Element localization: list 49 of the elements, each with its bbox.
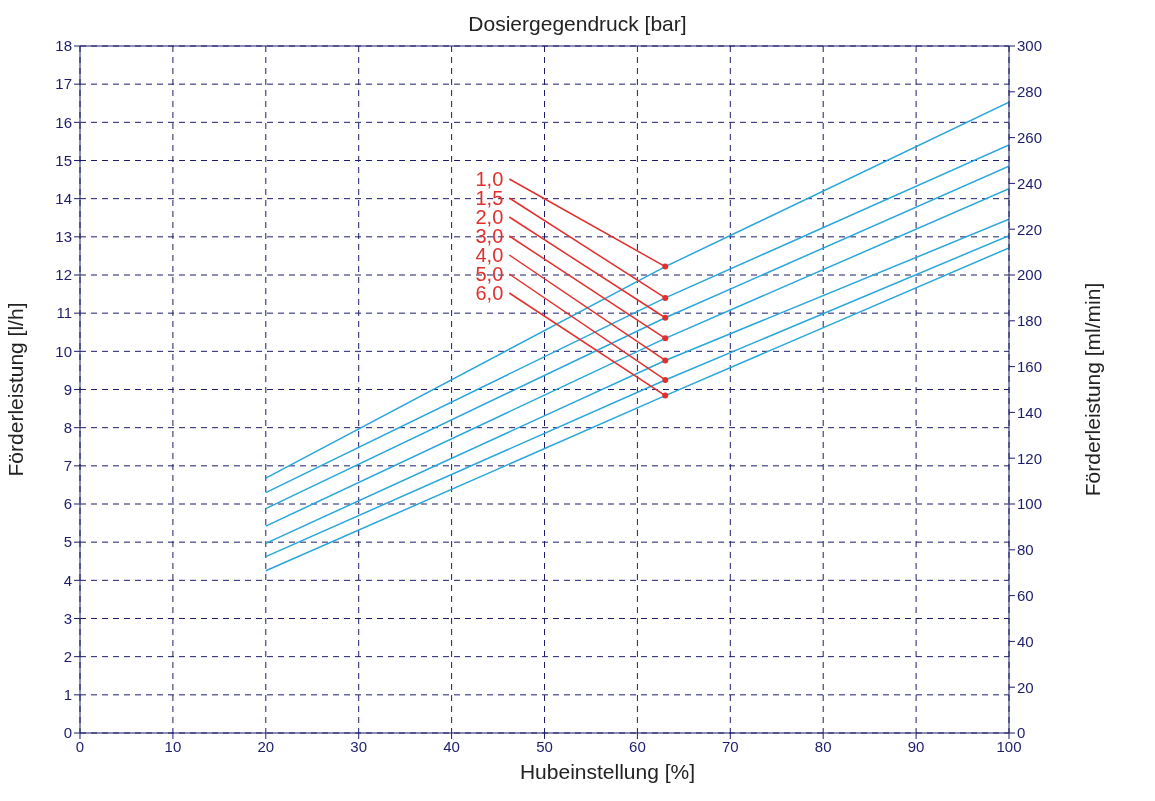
y2-tick-label: 20	[1017, 678, 1034, 696]
y2-tick-label: 100	[1017, 495, 1043, 513]
y-tick-label: 9	[63, 380, 72, 398]
x-tick-label: 30	[350, 737, 368, 755]
text: 1,0	[475, 168, 504, 190]
y2-tick-label: 80	[1017, 541, 1034, 559]
x-tick-label: 0	[75, 737, 85, 755]
y2-tick-label: 280	[1017, 83, 1043, 101]
y2-tick-label: 200	[1017, 266, 1043, 284]
y-tick-label: 17	[55, 75, 72, 93]
y2-tick-label: 40	[1017, 632, 1034, 650]
y2-tick-label: 60	[1017, 586, 1034, 604]
y-tick-label: 12	[55, 266, 72, 284]
y-tick-label: 16	[55, 113, 72, 131]
y-tick-label: 7	[63, 457, 72, 475]
y-tick-label: 4	[63, 571, 72, 589]
x-tick-label: 60	[629, 737, 646, 755]
y-tick-label: 14	[55, 189, 72, 207]
x-tick-label: 40	[443, 737, 460, 755]
y-tick-label: 18	[55, 37, 72, 55]
y2-tick-label: 220	[1017, 220, 1043, 238]
y-tick-label: 1	[63, 686, 72, 704]
y-tick-label: 8	[63, 418, 72, 436]
x-tick-label: 20	[257, 737, 275, 755]
y2-tick-label: 160	[1017, 357, 1043, 375]
y2-tick-label: 140	[1017, 403, 1043, 421]
x-tick-label: 90	[907, 737, 925, 755]
y-tick-label: 13	[55, 228, 72, 246]
y-axis-title: Förderleistung [l/h]	[4, 302, 28, 477]
x-axis-title: Hubeinstellung [%]	[518, 760, 697, 784]
y2-axis-title: Förderleistung [ml/min]	[1081, 282, 1105, 497]
x-tick-label: 80	[814, 737, 832, 755]
y2-tick-label: 260	[1017, 128, 1043, 146]
y-tick-label: 6	[63, 495, 72, 513]
x-tick-label: 10	[164, 737, 182, 755]
x-tick-label: 70	[721, 737, 739, 755]
y2-tick-label: 120	[1017, 449, 1043, 467]
y-tick-label: 11	[56, 304, 72, 322]
y-tick-label: 15	[55, 151, 72, 169]
y2-tick-label: 300	[1017, 37, 1043, 55]
chart-title: Dosiergegendruck [bar]	[467, 12, 688, 36]
y2-tick-label: 180	[1017, 312, 1043, 330]
x-tick-label: 50	[536, 737, 553, 755]
y-tick-label: 2	[63, 647, 72, 665]
y-tick-label: 3	[63, 609, 72, 627]
y-tick-label: 5	[63, 533, 72, 551]
y-tick-label: 10	[55, 342, 72, 360]
y-tick-label: 0	[63, 724, 72, 742]
y2-tick-label: 240	[1017, 174, 1043, 192]
